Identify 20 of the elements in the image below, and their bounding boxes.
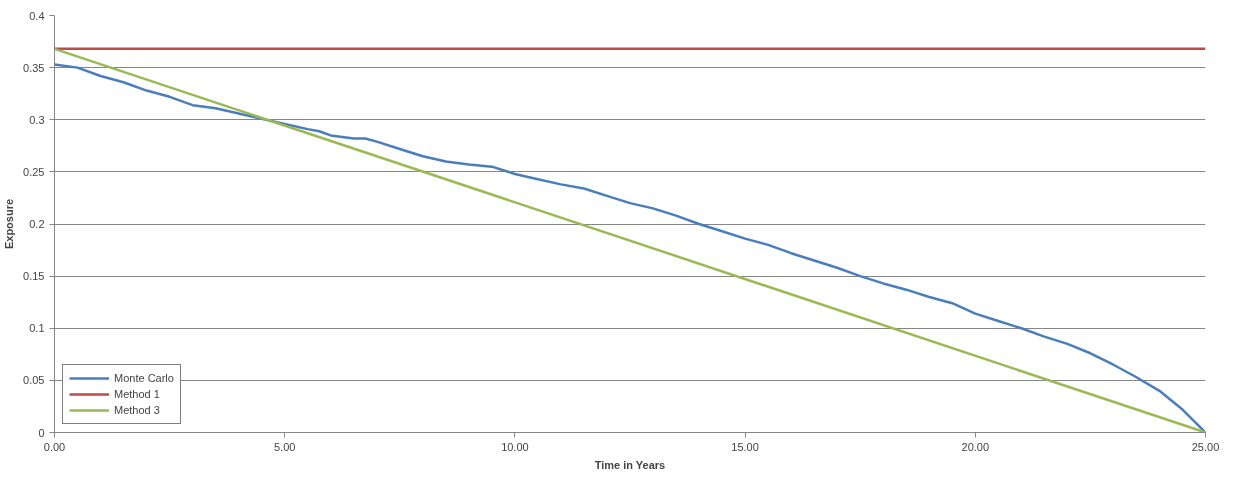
y-tick-label: 0.15 bbox=[23, 270, 45, 283]
x-axis-title: Time in Years bbox=[594, 458, 666, 471]
x-tick-label: 10.00 bbox=[501, 440, 529, 453]
y-tick-label: 0.2 bbox=[29, 218, 45, 230]
x-tick-label: 0.00 bbox=[43, 440, 66, 453]
y-tick-label: 0.4 bbox=[29, 9, 45, 22]
y-tick-label: 0.25 bbox=[23, 165, 45, 178]
x-tick-label: 5.00 bbox=[274, 440, 296, 453]
legend-label: Method 1 bbox=[114, 387, 160, 401]
x-tick-label: 25.00 bbox=[1191, 440, 1220, 453]
legend-label: Method 3 bbox=[114, 403, 160, 417]
y-tick-label: 0.3 bbox=[29, 113, 45, 126]
y-tick-label: 0.35 bbox=[23, 61, 45, 74]
y-tick-label: 0.05 bbox=[23, 374, 45, 387]
x-tick-label: 15.00 bbox=[731, 440, 759, 453]
x-tick-label: 20.00 bbox=[961, 440, 990, 453]
y-axis-title: Exposure bbox=[3, 198, 16, 250]
y-tick-label: 0.1 bbox=[29, 322, 45, 335]
y-tick-label: 0 bbox=[38, 426, 45, 439]
legend-label: Monte Carlo bbox=[114, 371, 174, 385]
